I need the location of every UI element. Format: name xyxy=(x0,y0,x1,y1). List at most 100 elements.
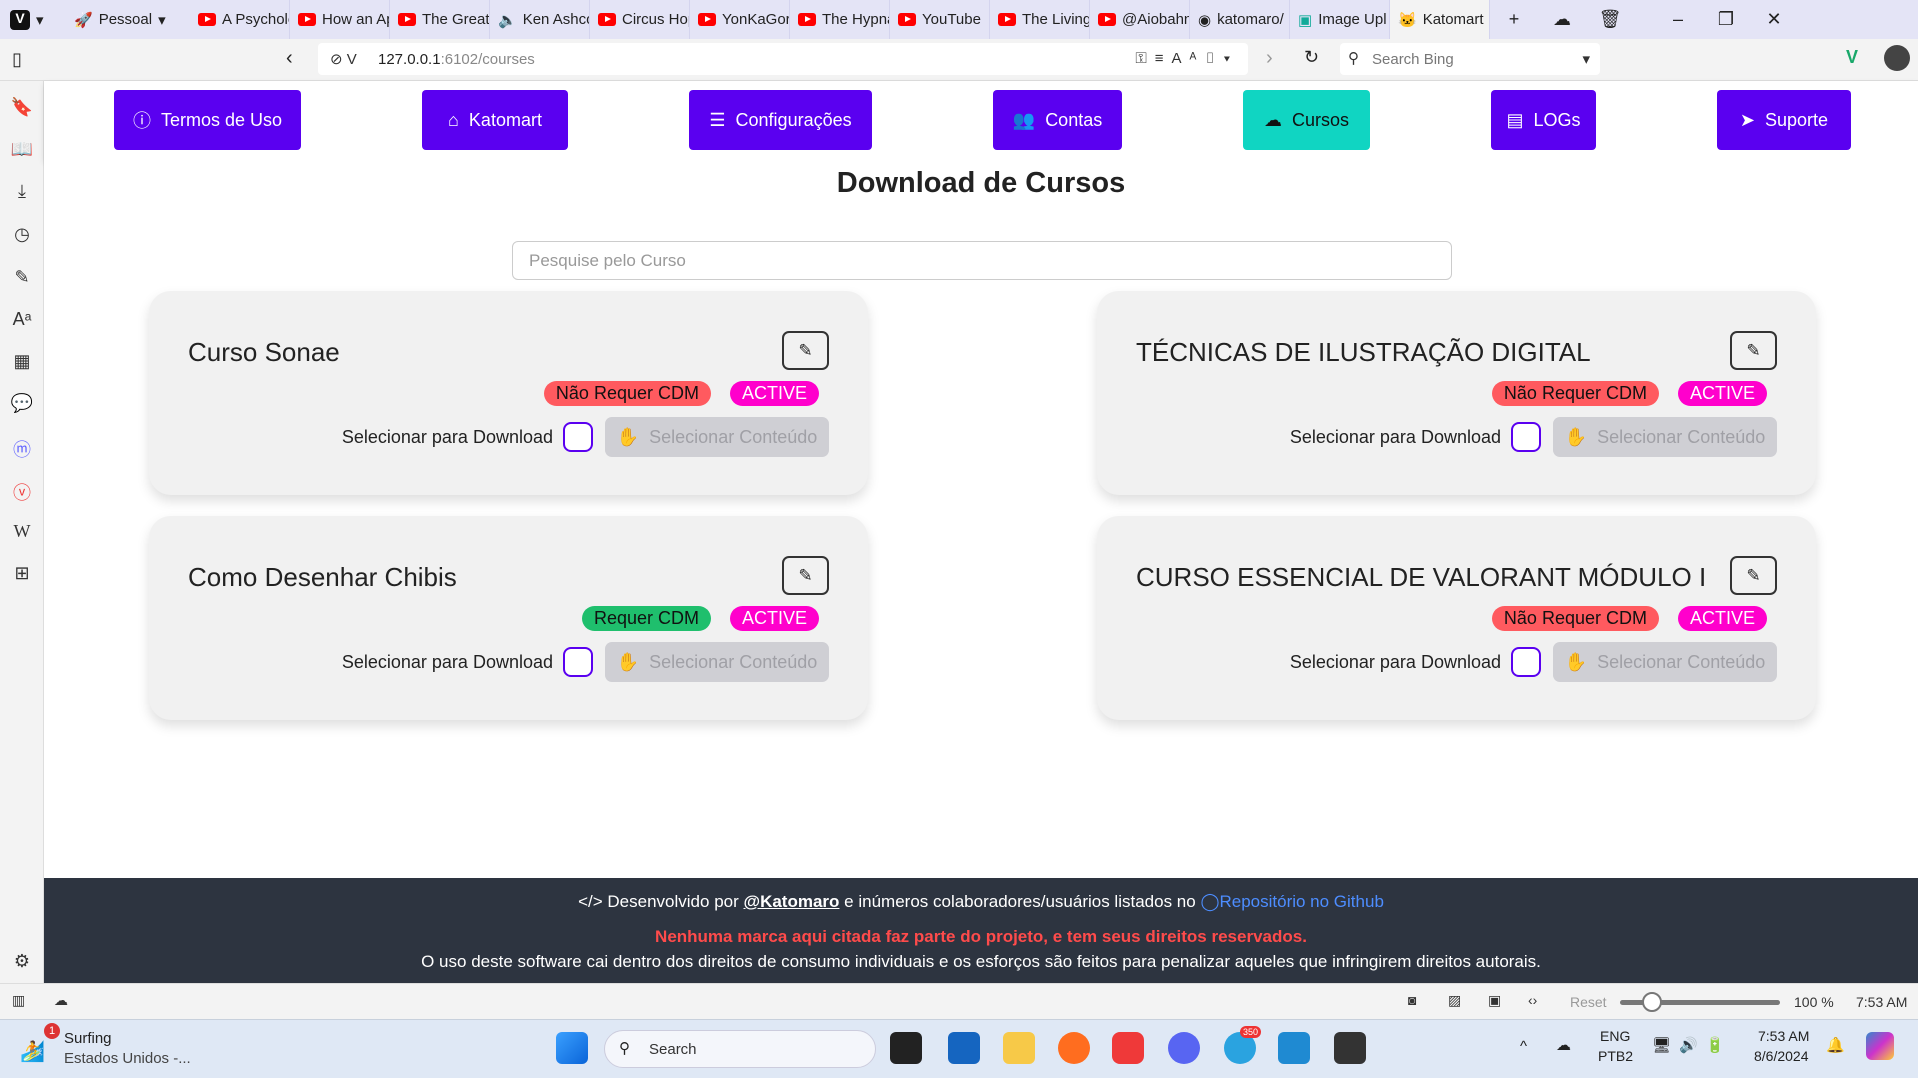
browser-tab[interactable]: The Living xyxy=(990,0,1090,39)
translate-icon[interactable]: Aᵃ xyxy=(12,309,32,329)
mastodon-icon[interactable]: ⓜ xyxy=(13,440,31,460)
back-button[interactable]: ‹ xyxy=(286,47,293,69)
browser-tab[interactable]: The Greate xyxy=(390,0,490,39)
bookmark-icon[interactable]: 🔖 xyxy=(10,97,34,117)
edit-course-button[interactable]: ✎ xyxy=(1730,331,1777,370)
zoom-slider-thumb[interactable] xyxy=(1642,992,1662,1012)
system-tray-icons[interactable]: 🖥🔊🔋 xyxy=(1652,1037,1733,1054)
panel-toggle-icon[interactable]: ▥ xyxy=(12,992,26,1008)
cloud-sync-icon[interactable]: ☁ xyxy=(54,992,68,1008)
calendar-icon[interactable]: ▦ xyxy=(13,351,31,371)
restore-button[interactable]: ❐ xyxy=(1717,9,1735,29)
course-search-input[interactable] xyxy=(512,241,1452,280)
edit-course-button[interactable]: ✎ xyxy=(782,331,829,370)
nav-katomart-button[interactable]: ⌂ Katomart xyxy=(422,90,568,150)
vivaldi-taskbar-icon[interactable] xyxy=(1112,1032,1144,1064)
avatar[interactable] xyxy=(1884,45,1910,71)
select-content-button[interactable]: ✋ Selecionar Conteúdo xyxy=(1553,642,1777,682)
address-bar[interactable]: ⊘ V 127.0.0.1:6102/courses ⚿≡Aᴬ▯▾ xyxy=(318,43,1248,75)
terminal-icon[interactable] xyxy=(1334,1032,1366,1064)
vivaldi-icon[interactable]: ⓥ xyxy=(13,483,31,503)
notification-bell-icon[interactable]: 🔔 xyxy=(1826,1037,1845,1054)
store-icon[interactable] xyxy=(948,1032,980,1064)
browser-tab[interactable]: YouTube xyxy=(890,0,990,39)
search-bing-input[interactable]: ⚲ Search Bing ▾ xyxy=(1340,43,1600,75)
browser-tab[interactable]: ▣ Image Upl xyxy=(1290,0,1390,39)
keyboard-layout[interactable]: PTB2 xyxy=(1598,1048,1634,1064)
chevron-up-icon[interactable]: ^ xyxy=(1520,1038,1528,1055)
download-checkbox[interactable] xyxy=(563,647,593,677)
nav-contas-button[interactable]: 👥 Contas xyxy=(993,90,1122,150)
trash-icon[interactable]: 🗑 xyxy=(1598,9,1622,29)
download-checkbox[interactable] xyxy=(563,422,593,452)
author-link[interactable]: @Katomaro xyxy=(743,892,840,911)
vscode-icon[interactable] xyxy=(1278,1032,1310,1064)
nav-suporte-button[interactable]: ➤ Suporte xyxy=(1717,90,1851,150)
search-icon: ⚲ xyxy=(619,1040,630,1057)
github-repo-link[interactable]: Repositório no Github xyxy=(1219,892,1384,911)
taskbar-search[interactable]: ⚲ Search xyxy=(604,1030,876,1068)
nav-logs-button[interactable]: ▤ LOGs xyxy=(1491,90,1596,150)
new-tab-button[interactable]: + xyxy=(1508,9,1520,29)
select-content-button[interactable]: ✋ Selecionar Conteúdo xyxy=(1553,417,1777,457)
nav-cursos-button[interactable]: ☁ Cursos xyxy=(1243,90,1370,150)
browser-tab[interactable]: The Hypna xyxy=(790,0,890,39)
camera-icon[interactable]: ◙ xyxy=(1408,992,1417,1008)
browser-tab[interactable]: 🔈 Ken Ashco xyxy=(490,0,590,39)
select-content-button[interactable]: ✋ Selecionar Conteúdo xyxy=(605,642,829,682)
browser-tab[interactable]: 🐱 Katomart xyxy=(1390,0,1490,39)
youtube-icon xyxy=(798,13,816,26)
forward-button[interactable]: › xyxy=(1266,47,1273,69)
browser-tab[interactable]: Circus Hop xyxy=(590,0,690,39)
download-icon[interactable]: ⤓ xyxy=(18,181,26,201)
discord-icon[interactable] xyxy=(1168,1032,1200,1064)
reading-list-icon[interactable]: 📖 xyxy=(10,139,34,159)
history-icon[interactable]: ◷ xyxy=(14,224,30,244)
copilot-icon[interactable] xyxy=(1866,1032,1894,1060)
minimize-button[interactable]: – xyxy=(1672,9,1683,29)
vue-devtools-icon[interactable]: V xyxy=(1846,47,1859,67)
taskbar-date[interactable]: 8/6/2024 xyxy=(1754,1048,1809,1064)
nav-label: Configurações xyxy=(735,109,852,130)
browser-tab[interactable]: @Aiobahn xyxy=(1090,0,1190,39)
download-checkbox[interactable] xyxy=(1511,422,1541,452)
address-actions-icons[interactable]: ⚿≡Aᴬ▯▾ xyxy=(1135,50,1238,67)
reload-button[interactable]: ↻ xyxy=(1304,47,1320,67)
close-window-button[interactable]: ✕ xyxy=(1766,9,1782,29)
add-panel-icon[interactable]: ⊞ xyxy=(14,563,30,583)
browser-tab[interactable]: How an Ap xyxy=(290,0,390,39)
select-content-button[interactable]: ✋ Selecionar Conteúdo xyxy=(605,417,829,457)
page-actions-icon[interactable]: ‹› xyxy=(1528,992,1538,1008)
hand-icon: ✋ xyxy=(1564,426,1588,447)
tiling-icon[interactable]: ▣ xyxy=(1488,992,1502,1008)
panel-toggle-icon[interactable]: ▯ xyxy=(12,49,22,69)
edit-course-button[interactable]: ✎ xyxy=(1730,556,1777,595)
taskbar-clock[interactable]: 7:53 AM xyxy=(1758,1028,1810,1044)
zoom-slider[interactable] xyxy=(1620,992,1780,1012)
file-explorer-icon[interactable] xyxy=(1003,1032,1035,1064)
zoom-reset-button[interactable]: Reset xyxy=(1570,994,1607,1010)
nav-configura-es-button[interactable]: ☰ Configurações xyxy=(689,90,872,150)
image-icon[interactable]: ▨ xyxy=(1448,992,1462,1008)
wikipedia-icon[interactable]: W xyxy=(13,521,31,541)
browser-tab[interactable]: YonKaGor xyxy=(690,0,790,39)
profile-button[interactable]: 🚀 Pessoal ▾ xyxy=(60,11,190,29)
firefox-icon[interactable] xyxy=(1058,1032,1090,1064)
pencil-icon: ✎ xyxy=(798,340,813,360)
windows-start-icon[interactable] xyxy=(556,1032,588,1064)
language-code[interactable]: ENG xyxy=(1600,1028,1631,1044)
vivaldi-menu-button[interactable]: V ▾ xyxy=(0,9,60,30)
chat-icon[interactable]: 💬 xyxy=(10,393,34,413)
nav-termos-de-uso-button[interactable]: ⓘ Termos de Uso xyxy=(114,90,301,150)
onedrive-icon[interactable]: ☁ xyxy=(1556,1037,1571,1054)
chevron-down-icon: ▾ xyxy=(36,11,44,29)
download-checkbox[interactable] xyxy=(1511,647,1541,677)
browser-tab[interactable]: A Psycholo xyxy=(190,0,290,39)
settings-icon[interactable]: ⚙ xyxy=(13,951,31,971)
weather-icon[interactable]: 🏄 xyxy=(20,1041,45,1063)
edit-course-button[interactable]: ✎ xyxy=(782,556,829,595)
app-icon[interactable] xyxy=(890,1032,922,1064)
notes-icon[interactable]: ✎ xyxy=(14,267,30,287)
browser-tab[interactable]: ◉ katomaro/ xyxy=(1190,0,1290,39)
cloud-icon[interactable]: ☁ xyxy=(1553,9,1571,29)
